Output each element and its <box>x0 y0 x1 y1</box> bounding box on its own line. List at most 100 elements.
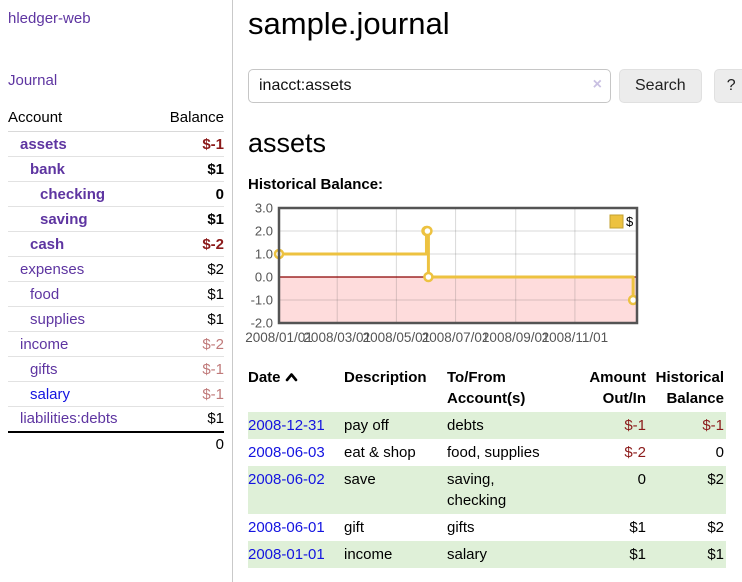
account-row: salary $-1 <box>8 382 224 407</box>
account-link-checking[interactable]: checking <box>40 186 105 203</box>
account-link-cash[interactable]: cash <box>30 236 64 253</box>
transaction-description: save <box>344 466 447 514</box>
chart-ytick-label: -2.0 <box>251 316 273 331</box>
accounts-header-account: Account <box>8 106 152 132</box>
search-bar: × Search ? <box>248 69 740 103</box>
chart-ytick-label: 1.0 <box>255 247 273 262</box>
search-input[interactable] <box>248 69 611 103</box>
help-button[interactable]: ? <box>714 69 742 103</box>
transaction-description: gift <box>344 514 447 541</box>
transaction-balance: $2 <box>648 514 726 541</box>
chart-ytick-label: 2.0 <box>255 224 273 239</box>
account-balance: $-1 <box>152 357 224 382</box>
register-header-date[interactable]: Date <box>248 364 344 412</box>
account-row: bank $1 <box>8 157 224 182</box>
chart-ytick-label: 0.0 <box>255 270 273 285</box>
accounts-table: Account Balance assets $-1 bank $1 checking 0… <box>8 106 224 457</box>
register-table: Date Description To/From Account(s) Amou… <box>248 364 726 568</box>
page-title: sample.journal <box>248 6 740 42</box>
account-row: gifts $-1 <box>8 357 224 382</box>
account-balance: $1 <box>152 282 224 307</box>
account-link-supplies[interactable]: supplies <box>30 311 85 328</box>
transaction-amount: $1 <box>560 541 648 568</box>
account-link-income[interactable]: income <box>20 336 68 353</box>
account-balance: $1 <box>152 307 224 332</box>
account-row: saving$1 <box>8 207 224 232</box>
register-header-amount: Amount Out/In <box>560 364 648 412</box>
chart-ytick-label: 3.0 <box>255 201 273 216</box>
chart-xtick-label: 2008/05/01 <box>363 330 431 345</box>
account-row: cash $-2 <box>8 232 224 257</box>
transaction-description: income <box>344 541 447 568</box>
transaction-balance: $2 <box>648 466 726 514</box>
transaction-accounts: salary <box>447 541 560 568</box>
transaction-balance: $-1 <box>648 412 726 439</box>
transaction-date-link[interactable]: 2008-06-02 <box>248 471 325 488</box>
search-input-wrap: × <box>248 69 611 103</box>
transaction-date-link[interactable]: 2008-06-03 <box>248 444 325 461</box>
sidebar: hledger-web Journal Account Balance asse… <box>0 0 233 582</box>
chart-xtick-label: 2008/09/01 <box>482 330 550 345</box>
transaction-description: pay off <box>344 412 447 439</box>
app-brand-link[interactable]: hledger-web <box>8 10 91 27</box>
transaction-description: eat & shop <box>344 439 447 466</box>
account-row: supplies $1 <box>8 307 224 332</box>
account-balance: $-1 <box>152 382 224 407</box>
transaction-balance: $1 <box>648 541 726 568</box>
transaction-accounts: debts <box>447 412 560 439</box>
chart-legend-label: $ <box>626 214 634 229</box>
clear-search-icon[interactable]: × <box>593 76 602 94</box>
main-content: sample.journal × Search ? assets Histori… <box>248 0 740 568</box>
account-link-expenses[interactable]: expenses <box>20 261 84 278</box>
account-balance: $1 <box>152 407 224 432</box>
account-link-bank[interactable]: bank <box>30 161 65 178</box>
table-row: 2008-06-02 savesaving, checking0$2 <box>248 466 726 514</box>
transaction-accounts: gifts <box>447 514 560 541</box>
account-link-gifts[interactable]: gifts <box>30 361 58 378</box>
transaction-accounts: saving, checking <box>447 466 560 514</box>
chart-title: Historical Balance: <box>248 176 740 193</box>
chart-legend-swatch <box>610 215 623 228</box>
chart-xtick-label: 2008/03/01 <box>303 330 371 345</box>
account-balance: 0 <box>152 182 224 207</box>
account-balance: $1 <box>152 157 224 182</box>
transaction-date-link[interactable]: 2008-06-01 <box>248 519 325 536</box>
transaction-date-link[interactable]: 2008-01-01 <box>248 546 325 563</box>
account-balance: $-1 <box>152 132 224 157</box>
account-row: liabilities:debts $1 <box>8 407 224 432</box>
table-row: 2008-01-01incomesalary$1$1 <box>248 541 726 568</box>
account-title: assets <box>248 128 740 159</box>
chart-point <box>424 273 432 281</box>
register-header-description: Description <box>344 364 447 412</box>
search-button[interactable]: Search <box>619 69 702 103</box>
chart-point <box>423 227 431 235</box>
register-header-balance: Historical Balance <box>648 364 726 412</box>
transaction-date-link[interactable]: 2008-12-31 <box>248 417 325 434</box>
account-link-assets[interactable]: assets <box>20 136 67 153</box>
chart-xtick-label: 2008/11/01 <box>542 330 609 345</box>
account-row: income $-2 <box>8 332 224 357</box>
transaction-accounts: food, supplies <box>447 439 560 466</box>
account-row: checking 0 <box>8 182 224 207</box>
chart-xtick-label: 2008/07/01 <box>422 330 490 345</box>
chart-ytick-label: -1.0 <box>251 293 273 308</box>
account-link-salary[interactable]: salary <box>30 386 70 403</box>
sort-ascending-icon <box>285 367 298 388</box>
accounts-header-balance: Balance <box>152 106 224 132</box>
accounts-total-value: 0 <box>152 432 224 457</box>
account-balance: $-2 <box>152 332 224 357</box>
account-row: assets $-1 <box>8 132 224 157</box>
table-row: 2008-06-03eat & shopfood, supplies$-20 <box>248 439 726 466</box>
transaction-amount: 0 <box>560 466 648 514</box>
register-header-accounts: To/From Account(s) <box>447 364 560 412</box>
sidebar-item-journal[interactable]: Journal <box>8 72 57 89</box>
account-link-liabilities-debts[interactable]: liabilities:debts <box>20 410 118 427</box>
account-balance: $-2 <box>152 232 224 257</box>
transaction-amount: $1 <box>560 514 648 541</box>
table-row: 2008-12-31pay offdebts$-1$-1 <box>248 412 726 439</box>
transaction-amount: $-2 <box>560 439 648 466</box>
account-balance: $2 <box>152 257 224 282</box>
account-row: expenses $2 <box>8 257 224 282</box>
account-link-food[interactable]: food <box>30 286 59 303</box>
account-link-saving[interactable]: saving <box>40 211 88 228</box>
